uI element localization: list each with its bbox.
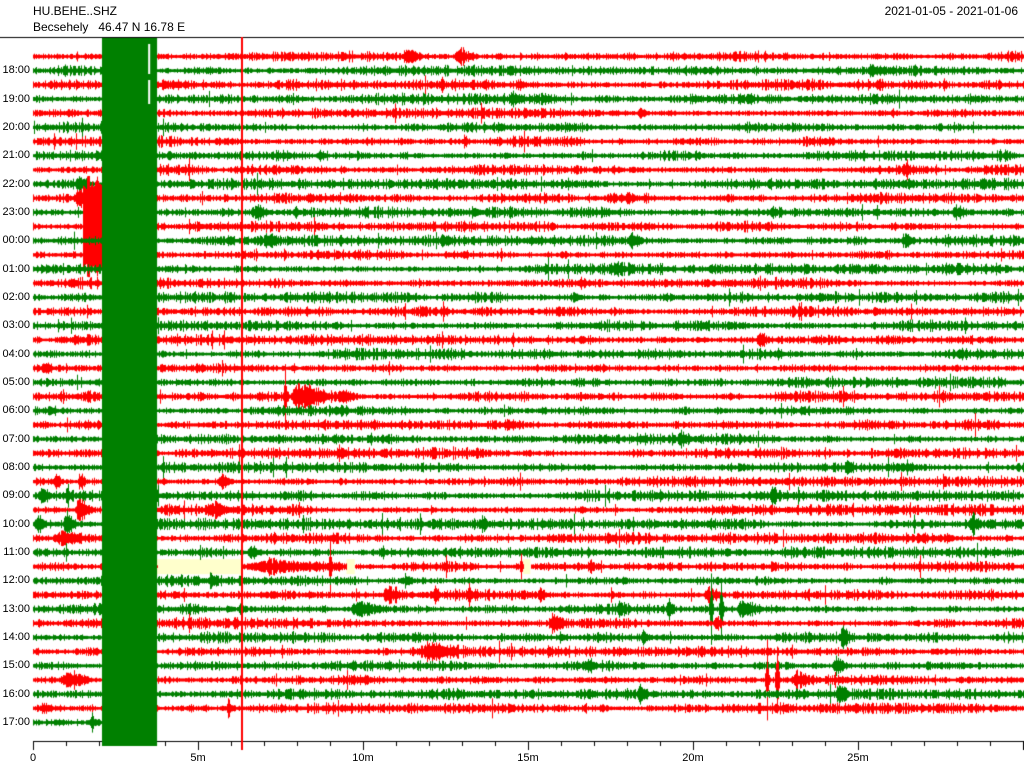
hour-label: 02:00	[2, 290, 30, 303]
x-axis-tick-label: 25m	[847, 752, 869, 764]
x-axis-tick-label: 5m	[190, 752, 206, 764]
hour-label: 08:00	[2, 460, 30, 473]
station-subtitle: Becsehely 46.47 N 16.78 E	[33, 20, 185, 34]
x-axis-tick-label: 20m	[682, 752, 704, 764]
hour-label: 15:00	[2, 659, 30, 672]
hour-label: 04:00	[2, 347, 30, 360]
hour-label: 07:00	[2, 432, 30, 445]
hour-label: 13:00	[2, 602, 30, 615]
x-axis-tick-label: 10m	[352, 752, 374, 764]
hour-label: 21:00	[2, 149, 30, 162]
station-id: HU.BEHE..SHZ	[33, 4, 118, 18]
station-location: Becsehely	[33, 20, 89, 34]
hour-label: 14:00	[2, 630, 30, 643]
x-axis-tick-label: 0	[29, 752, 37, 764]
hour-label: 06:00	[2, 404, 30, 417]
x-axis-tick-label: 15m	[517, 752, 539, 764]
hour-label: 01:00	[2, 262, 30, 275]
hour-label: 12:00	[2, 574, 30, 587]
hour-label: 03:00	[2, 319, 30, 332]
hour-label: 17:00	[2, 715, 30, 728]
hour-label: 09:00	[2, 489, 30, 502]
hour-label: 10:00	[2, 517, 30, 530]
hour-label: 11:00	[3, 545, 30, 558]
hour-label: 16:00	[2, 687, 30, 700]
hour-label: 22:00	[2, 177, 30, 190]
hour-label: 05:00	[2, 375, 30, 388]
hour-label: 23:00	[2, 205, 30, 218]
date-range: 2021-01-05 - 2021-01-06	[884, 4, 1018, 18]
hour-label: 18:00	[2, 64, 30, 77]
hour-label: 00:00	[2, 234, 30, 247]
hour-label: 20:00	[2, 120, 30, 133]
station-coords: 46.47 N 16.78 E	[98, 20, 186, 34]
hour-label: 19:00	[2, 92, 30, 105]
